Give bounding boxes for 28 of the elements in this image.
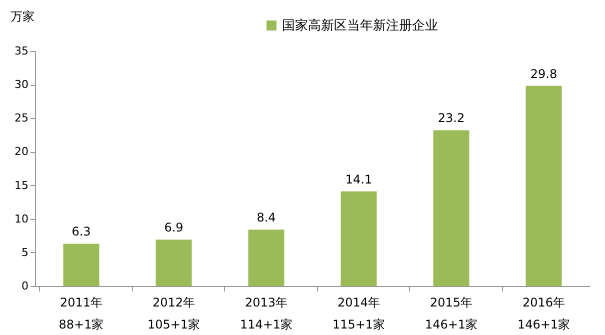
x-tick-label: 2016年 146+1家 <box>517 296 570 332</box>
y-tick-label: 30 <box>14 78 28 92</box>
y-tick-label: 10 <box>14 212 28 226</box>
x-tick-label: 2012年 105+1家 <box>147 296 200 332</box>
x-tick-label: 2011年 88+1家 <box>58 296 104 332</box>
data-label: 23.2 <box>438 111 465 126</box>
bar <box>63 244 100 286</box>
x-tick-label: 2014年 115+1家 <box>332 296 386 332</box>
y-axis-title: 万家 <box>10 10 34 24</box>
y-tick-label: 20 <box>14 145 28 158</box>
bar <box>433 130 470 286</box>
bar <box>526 86 562 286</box>
data-label: 6.3 <box>72 224 91 239</box>
x-tick-label: 2013年 114+1家 <box>240 296 293 332</box>
bar <box>156 240 192 286</box>
data-label: 8.4 <box>256 210 276 225</box>
data-label: 14.1 <box>345 172 372 186</box>
data-label: 29.8 <box>530 66 558 81</box>
y-tick-label: 25 <box>14 112 28 125</box>
y-tick-label: 35 <box>14 44 28 58</box>
y-tick-label: 5 <box>22 246 28 259</box>
y-tick-label: 0 <box>22 280 28 292</box>
data-label: 6.9 <box>164 220 184 235</box>
bar <box>340 191 377 286</box>
legend-label: 国家高新区当年新注册企业 <box>282 18 438 34</box>
y-tick-label: 15 <box>14 178 28 192</box>
x-tick-label: 2015年 146+1家 <box>424 296 478 332</box>
bar <box>248 230 284 286</box>
